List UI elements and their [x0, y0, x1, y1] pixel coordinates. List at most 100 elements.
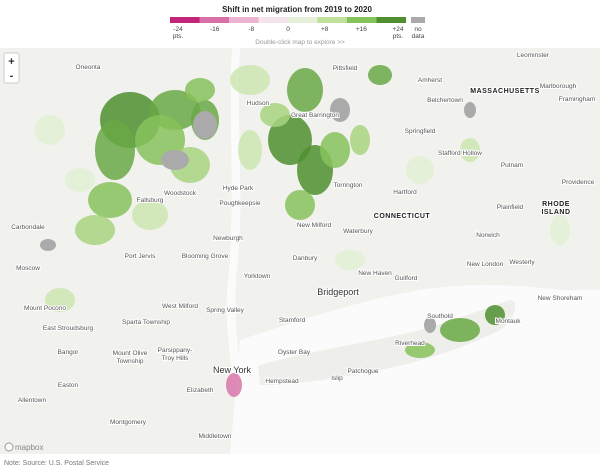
legend-swatch — [170, 17, 200, 23]
place-label: Torrington — [334, 182, 363, 189]
legend-label: 0 — [286, 26, 290, 33]
zoom-out-button[interactable]: - — [10, 70, 14, 82]
no-data-swatch — [411, 17, 425, 23]
place-label: Easton — [58, 382, 79, 389]
place-label: Sparta Township — [122, 319, 170, 326]
legend-label: -8 — [248, 26, 254, 33]
place-label: Leominster — [517, 52, 550, 59]
place-label: Guilford — [395, 275, 418, 282]
place-label: Plainfield — [497, 204, 524, 211]
county-area — [185, 78, 215, 102]
county-area — [320, 132, 350, 168]
place-label: Hyde Park — [223, 185, 254, 192]
legend-label: -24 — [173, 26, 183, 33]
county-area — [45, 288, 75, 312]
map-hint[interactable]: Double-click map to explore >> — [255, 39, 345, 46]
zoom-in-button[interactable]: + — [8, 56, 14, 68]
place-label: Westerly — [509, 259, 535, 266]
legend-label: +24 — [392, 26, 403, 33]
no-data-area — [330, 98, 350, 122]
place-label: Marlborough — [540, 83, 577, 90]
place-label: Waterbury — [343, 228, 373, 235]
legend-label: +16 — [356, 26, 367, 33]
county-area — [226, 373, 242, 397]
place-label: Port Jervis — [125, 253, 156, 260]
county-area — [88, 182, 132, 218]
county-area — [287, 68, 323, 112]
place-label: Hempstead — [265, 378, 299, 385]
place-label: West Milford — [162, 303, 198, 310]
legend-swatch — [258, 17, 288, 23]
place-label: New Shoreham — [538, 295, 583, 302]
migration-areas — [35, 65, 570, 397]
place-label: Mount Olive — [113, 350, 148, 357]
place-label: Carbondale — [11, 224, 45, 231]
place-label: Southold — [427, 313, 453, 320]
legend-swatch — [288, 17, 318, 23]
place-label: Allentown — [18, 397, 47, 404]
county-area — [350, 125, 370, 155]
legend-label: -16 — [210, 26, 220, 33]
place-label: Providence — [562, 179, 595, 186]
place-label: Elizabeth — [187, 387, 214, 394]
county-area — [485, 305, 505, 325]
place-label: Hartford — [393, 189, 417, 196]
place-label: Hudson — [247, 100, 270, 107]
place-label: Oyster Bay — [278, 349, 311, 356]
place-label: Stamford — [279, 317, 306, 324]
place-label: Spring Valley — [206, 307, 245, 314]
place-label: MASSACHUSETTS — [470, 88, 540, 95]
place-label: New York — [213, 365, 252, 375]
note: Note: Source: U.S. Postal Service — [4, 460, 109, 467]
place-label: Islip — [331, 375, 343, 382]
county-area — [368, 65, 392, 85]
no-data-area — [193, 111, 217, 139]
legend-title: Shift in net migration from 2019 to 2020 — [222, 5, 372, 14]
legend-label: data — [412, 33, 425, 40]
place-labels: Oneonta Pittsfield Amherst Leominster MASSAC… — [10, 51, 596, 441]
place-label: Amherst — [418, 77, 442, 84]
place-label: Blooming Grove — [182, 253, 229, 260]
place-label: Montgomery — [110, 419, 147, 426]
water — [230, 285, 600, 454]
place-label: Middletown — [199, 433, 232, 440]
county-area — [285, 190, 315, 220]
legend-label: +8 — [321, 26, 329, 33]
place-label: Patchogue — [347, 368, 378, 375]
county-area — [132, 200, 168, 230]
legend-label: no — [414, 26, 422, 33]
place-label: New Milford — [297, 222, 332, 229]
no-data-area — [40, 239, 56, 251]
county-area — [440, 318, 480, 342]
place-label: Oneonta — [76, 64, 101, 71]
county-area — [238, 130, 262, 170]
place-label: Bridgeport — [317, 287, 359, 297]
place-label: Township — [116, 358, 143, 365]
place-label: RHODE — [542, 201, 570, 208]
place-label: Troy Hills — [162, 355, 190, 362]
county-area — [335, 250, 365, 270]
mapbox-logo — [4, 442, 14, 452]
place-label: Great Barrington — [291, 112, 339, 119]
legend-swatch — [347, 17, 377, 23]
place-label: Belchertown — [427, 97, 463, 104]
place-label: Woodstock — [164, 190, 197, 197]
place-label: Framingham — [559, 96, 595, 103]
legend-swatch — [376, 17, 406, 23]
place-label: ISLAND — [541, 209, 570, 216]
county-area — [260, 103, 290, 127]
county-area — [230, 65, 270, 95]
place-label: East Stroudsburg — [43, 325, 94, 332]
place-label: Putnam — [501, 162, 523, 169]
place-label: New London — [467, 261, 504, 268]
map[interactable]: Oneonta Pittsfield Amherst Leominster MASSAC… — [0, 48, 600, 454]
attribution[interactable]: mapbox — [15, 443, 43, 452]
place-label: Newburgh — [213, 235, 243, 242]
no-data-area — [161, 150, 189, 170]
no-data-area — [464, 102, 476, 118]
place-label: Stafford Hollow — [438, 150, 482, 157]
county-area — [65, 168, 95, 192]
county-area — [35, 115, 65, 145]
